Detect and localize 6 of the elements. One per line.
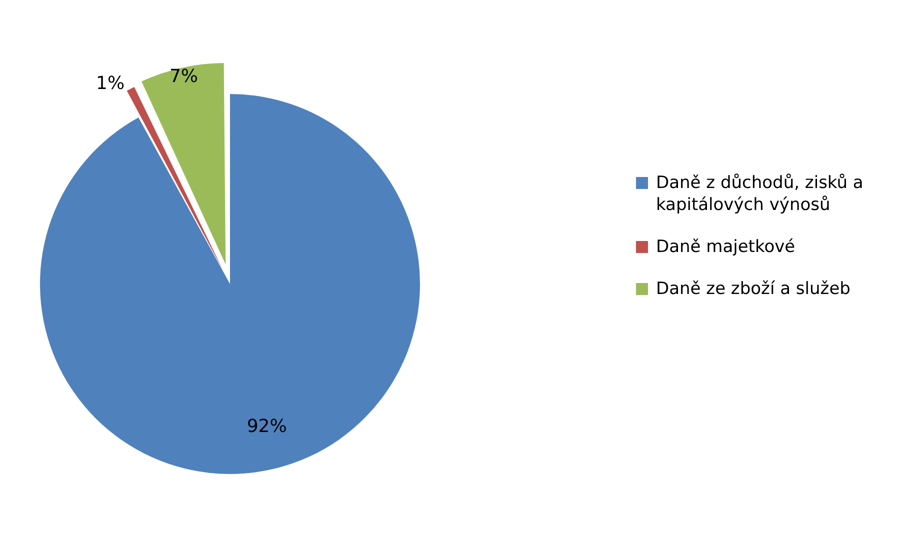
- data-label: 1%: [96, 73, 125, 94]
- legend-label: Daně ze zboží a služeb: [656, 278, 850, 300]
- legend-label: Daně majetkové: [656, 236, 796, 258]
- legend-label: Daně z důchodů, zisků a kapitálových výnosů: [656, 172, 864, 216]
- data-label: 92%: [246, 416, 287, 438]
- data-label: 7%: [169, 66, 198, 87]
